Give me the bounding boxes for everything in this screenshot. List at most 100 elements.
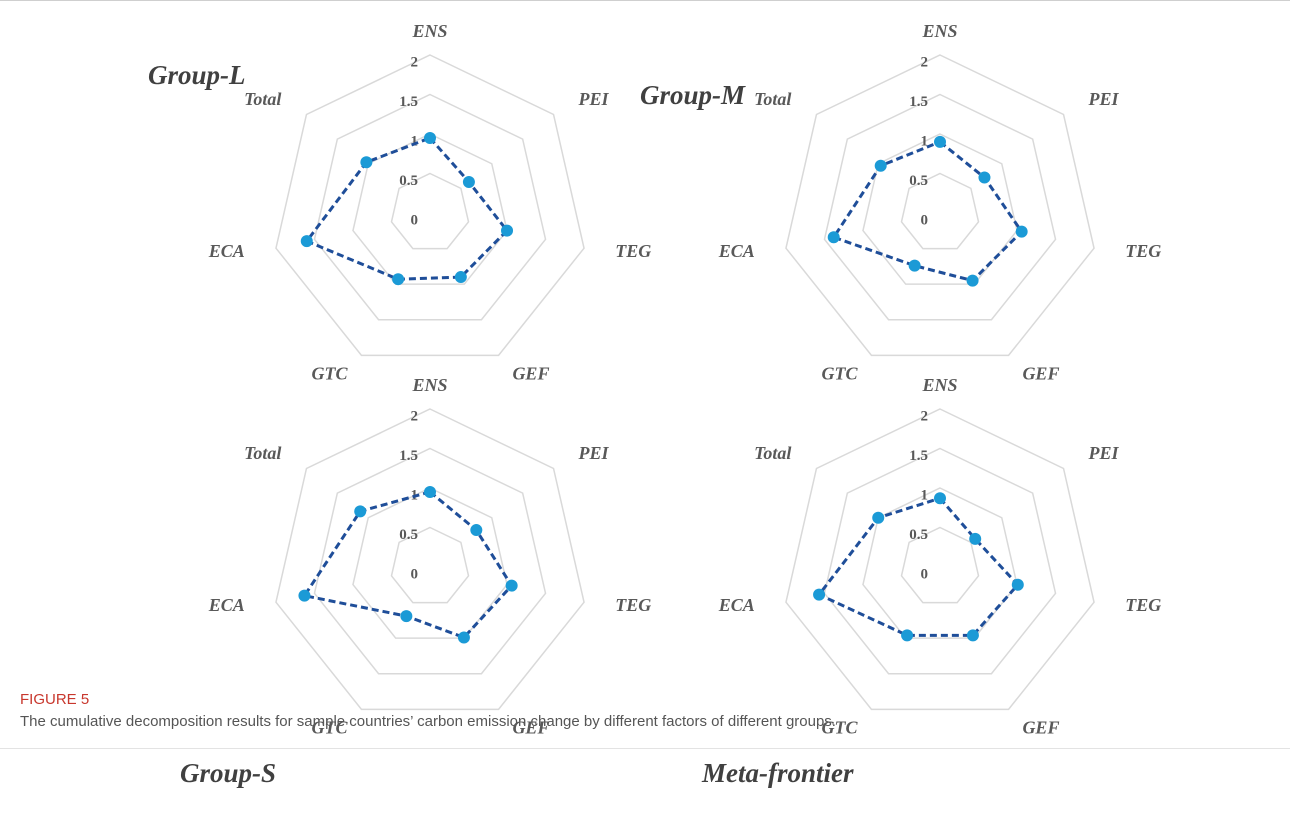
- grid-ring: [785, 54, 1095, 357]
- point: [392, 273, 405, 286]
- axis-label: GTC: [312, 363, 349, 383]
- point: [300, 235, 313, 248]
- point: [470, 524, 483, 537]
- point: [298, 589, 311, 602]
- r-tick-label: 0.5: [909, 173, 928, 189]
- r-tick-label: 1.5: [399, 94, 418, 110]
- axis-label: GEF: [512, 717, 549, 737]
- axis-label: TEG: [615, 595, 651, 615]
- point: [400, 610, 413, 623]
- r-tick-label: 0: [411, 566, 419, 582]
- point: [908, 259, 921, 272]
- axis-label: GEF: [1022, 717, 1059, 737]
- grid-ring: [390, 526, 470, 604]
- axis-label: Total: [244, 443, 281, 463]
- axis-label: GEF: [512, 363, 549, 383]
- r-tick-label: 1.5: [399, 448, 418, 464]
- axis-label: TEG: [615, 241, 651, 261]
- point: [505, 579, 518, 592]
- r-tick-label: 2: [921, 408, 929, 424]
- point: [424, 131, 436, 144]
- grid-ring: [900, 172, 980, 250]
- axis-label: ENS: [921, 21, 957, 41]
- r-tick-label: 0: [921, 212, 929, 228]
- axis-label: GTC: [312, 717, 349, 737]
- axis-label: PEI: [1088, 89, 1120, 109]
- grid-ring: [862, 133, 1018, 285]
- grid-ring: [823, 93, 1057, 321]
- axis-label: GTC: [822, 717, 859, 737]
- series-line: [301, 490, 514, 640]
- r-tick-label: 1: [921, 133, 929, 149]
- point: [457, 631, 470, 644]
- grid-ring: [900, 526, 980, 604]
- axis-label: PEI: [1088, 443, 1120, 463]
- axis-label: Total: [754, 89, 791, 109]
- grid-ring: [352, 487, 508, 639]
- point: [1011, 578, 1024, 591]
- axis-label: PEI: [578, 443, 610, 463]
- figure-label: FIGURE 5: [20, 691, 89, 708]
- grid-ring: [862, 487, 1018, 639]
- grid-ring: [313, 447, 547, 675]
- point: [813, 588, 826, 601]
- grid-ring: [823, 447, 1057, 675]
- point: [969, 532, 982, 545]
- r-tick-label: 2: [411, 54, 419, 70]
- grid-ring: [785, 408, 1095, 711]
- series-line: [816, 496, 1020, 637]
- figure-caption: The cumulative decomposition results for…: [20, 713, 836, 730]
- axis-label: Total: [244, 89, 281, 109]
- point: [934, 492, 946, 505]
- point: [454, 271, 467, 284]
- point: [901, 629, 914, 642]
- axis-label: GTC: [822, 363, 859, 383]
- point: [966, 274, 979, 287]
- chart-title: Group-M: [640, 80, 746, 110]
- r-tick-label: 0: [921, 566, 929, 582]
- grid-ring: [275, 54, 585, 357]
- axis-label: ECA: [718, 241, 755, 261]
- point: [872, 511, 885, 524]
- axis-label: ECA: [208, 241, 245, 261]
- r-tick-label: 0.5: [399, 527, 418, 543]
- axis-label: ENS: [921, 375, 957, 395]
- chart-title: Group-L: [148, 60, 246, 90]
- grid-ring: [313, 93, 547, 321]
- point: [827, 231, 840, 244]
- r-tick-label: 2: [411, 408, 419, 424]
- axis-label: Total: [754, 443, 791, 463]
- point: [360, 156, 373, 169]
- point: [462, 175, 475, 188]
- axis-label: ENS: [411, 375, 447, 395]
- chart-title: Meta-frontier: [701, 758, 854, 788]
- point: [978, 171, 991, 184]
- r-tick-label: 2: [921, 54, 929, 70]
- axis-label: ECA: [718, 595, 755, 615]
- r-tick-label: 1.5: [909, 448, 928, 464]
- r-tick-label: 0: [411, 212, 419, 228]
- point: [1015, 225, 1028, 238]
- point: [966, 629, 979, 642]
- r-tick-label: 1.5: [909, 94, 928, 110]
- point: [424, 485, 436, 498]
- axis-label: ECA: [208, 595, 245, 615]
- axis-label: GEF: [1022, 363, 1059, 383]
- axis-label: PEI: [578, 89, 610, 109]
- r-tick-label: 1: [411, 133, 419, 149]
- grid-ring: [390, 172, 470, 250]
- point: [501, 224, 514, 237]
- chart-title: Group-S: [180, 758, 276, 788]
- grid-ring: [275, 408, 585, 711]
- point: [354, 505, 367, 518]
- point: [874, 159, 887, 172]
- axis-label: TEG: [1125, 241, 1161, 261]
- point: [934, 135, 946, 148]
- series-line: [304, 136, 510, 281]
- r-tick-label: 0.5: [909, 527, 928, 543]
- axis-label: TEG: [1125, 595, 1161, 615]
- r-tick-label: 0.5: [399, 173, 418, 189]
- series-line: [831, 140, 1024, 283]
